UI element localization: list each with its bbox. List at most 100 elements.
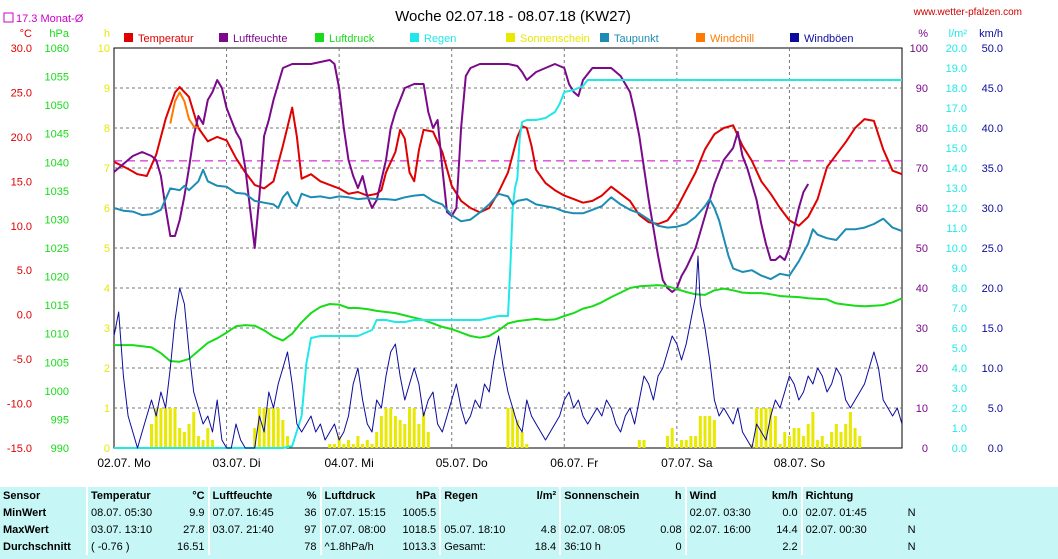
stats-row-avg: Durchschnitt ( -0.76 ) 16.51 78 ^1.8hPa/… — [0, 538, 919, 555]
sunshine-bar — [858, 436, 862, 448]
stats-cell: 16.51 — [177, 540, 205, 553]
tick-label-rain: 13.0 — [946, 183, 967, 195]
sunshine-bar — [759, 408, 763, 448]
sunshine-bar — [281, 420, 285, 448]
stats-cell — [525, 504, 560, 521]
sunshine-bar — [403, 424, 407, 448]
tick-label-rain: 8.0 — [952, 283, 967, 295]
tick-label-rain: 18.0 — [946, 83, 967, 95]
series-line-regen — [114, 79, 902, 449]
sunshine-bar — [417, 424, 421, 448]
tick-label-pressure: 1035 — [45, 186, 69, 198]
stats-cell: ( -0.76 ) — [86, 538, 174, 555]
tick-label-wind: 20.0 — [982, 283, 1003, 295]
stats-row-max: MaxWert 03.07. 13:10 27.8 03.07. 21:40 9… — [0, 521, 919, 538]
tick-label-humidity: 30 — [916, 323, 928, 335]
tick-label-sun: 5 — [104, 243, 110, 255]
tick-label-temp: -15.0 — [7, 443, 32, 455]
stats-cell: 36 — [304, 506, 317, 519]
sunshine-bar — [384, 408, 388, 448]
sunshine-bars — [150, 408, 862, 448]
sunshine-bar — [675, 444, 679, 448]
legend-label: Temperatur — [138, 33, 194, 45]
stats-header-sensor: Sensor — [3, 489, 41, 502]
sunshine-bar — [637, 440, 641, 448]
tick-label-sun: 0 — [104, 443, 110, 455]
tick-label-humidity: 40 — [916, 283, 928, 295]
sunshine-bar — [365, 440, 369, 448]
tick-label-sun: 4 — [104, 283, 110, 295]
stats-cell: 27.8 — [183, 523, 205, 536]
stats-header-rain-unit: l/m² — [536, 489, 557, 502]
tick-label-humidity: 100 — [910, 43, 928, 55]
tick-label-pressure: 1000 — [45, 386, 69, 398]
sunshine-bar — [196, 436, 200, 448]
legend-swatch — [124, 33, 133, 42]
sunshine-bar — [778, 444, 782, 448]
stats-header-sun-unit: h — [674, 489, 682, 502]
tick-label-wind: 50.0 — [982, 43, 1003, 55]
tick-label-rain: 3.0 — [952, 383, 967, 395]
sunshine-bar — [164, 408, 168, 448]
stats-header-temp: Temperatur — [86, 487, 174, 504]
tick-label-humidity: 90 — [916, 83, 928, 95]
sunshine-bar — [356, 436, 360, 448]
tick-label-humidity: 70 — [916, 163, 928, 175]
stats-cell: 07.07. 15:15 — [319, 504, 400, 521]
series-line-taupunkt — [113, 168, 903, 281]
tick-label-wind: 25.0 — [982, 243, 1003, 255]
stats-cell — [800, 538, 893, 555]
tick-label-rain: 14.0 — [946, 163, 967, 175]
legend-swatch — [696, 33, 705, 42]
stats-cell: 02.07. 01:45 — [800, 504, 893, 521]
series-line-luftfeuchte — [113, 59, 810, 293]
tick-label-rain: 5.0 — [952, 343, 967, 355]
sunshine-bar — [665, 436, 669, 448]
tick-label-sun: 10 — [98, 43, 110, 55]
sunshine-bar — [511, 408, 515, 448]
stats-cell — [684, 538, 765, 555]
axis-unit-temp: °C — [20, 28, 32, 40]
stats-header-dir: Richtung — [800, 487, 893, 504]
stats-cell: 0 — [675, 540, 682, 553]
site-link[interactable]: www.wetter-pfalzen.com — [913, 7, 1022, 18]
x-tick-label: 08.07. So — [774, 456, 826, 470]
tick-label-pressure: 1030 — [45, 214, 69, 226]
stats-cell: 02.07. 08:05 — [559, 521, 658, 538]
tick-label-rain: 12.0 — [946, 203, 967, 215]
sunshine-bar — [379, 416, 383, 448]
sunshine-bar — [825, 444, 829, 448]
sunshine-bar — [515, 420, 519, 448]
chart-title: Woche 02.07.18 - 08.07.18 (KW27) — [395, 8, 631, 25]
sunshine-bar — [422, 412, 426, 448]
stats-cell: 4.8 — [540, 523, 557, 536]
sunshine-bar — [206, 428, 210, 448]
legend-label: Taupunkt — [614, 33, 659, 45]
tick-label-pressure: 995 — [51, 414, 69, 426]
sunshine-bar — [257, 408, 261, 448]
stats-header-wind-unit: km/h — [771, 489, 798, 502]
sunshine-bar — [783, 432, 787, 448]
stats-cell: 14.4 — [776, 523, 798, 536]
tick-label-sun: 7 — [104, 163, 110, 175]
sunshine-bar — [187, 424, 191, 448]
tick-label-rain: 16.0 — [946, 123, 967, 135]
sunshine-bar — [698, 416, 702, 448]
tick-label-wind: 10.0 — [982, 363, 1003, 375]
tick-label-rain: 10.0 — [946, 243, 967, 255]
stats-cell: 03.07. 13:10 — [86, 521, 174, 538]
x-tick-label: 03.07. Di — [213, 456, 261, 470]
stats-row-min: MinWert 08.07. 05:30 9.9 07.07. 16:45 36… — [0, 504, 919, 521]
series-line-windböen — [113, 255, 903, 449]
stats-cell: N — [907, 506, 916, 519]
tick-label-temp: 10.0 — [11, 221, 32, 233]
tick-label-pressure: 1005 — [45, 357, 69, 369]
sunshine-bar — [839, 432, 843, 448]
sunshine-bar — [211, 440, 214, 448]
axis-unit-rain: l/m² — [949, 28, 968, 40]
stats-cell: 03.07. 21:40 — [207, 521, 296, 538]
tick-label-pressure: 1050 — [45, 100, 69, 112]
sunshine-bar — [520, 432, 524, 448]
stats-cell: 9.9 — [189, 506, 205, 519]
tick-label-rain: 2.0 — [952, 403, 967, 415]
